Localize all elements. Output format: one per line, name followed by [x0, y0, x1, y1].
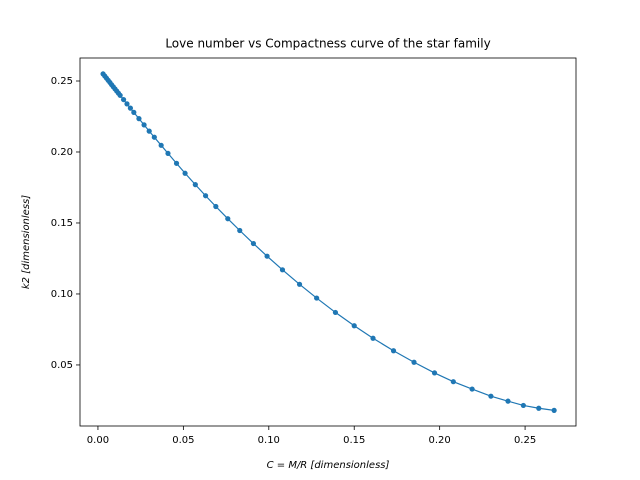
data-point — [505, 398, 511, 404]
data-point — [314, 295, 320, 301]
data-point — [370, 335, 376, 341]
x-axis-label: C = M/R [dimensionless] — [267, 460, 390, 471]
y-tick-label: 0.05 — [51, 360, 73, 371]
data-point — [202, 193, 209, 199]
data-point — [213, 203, 219, 210]
data-point — [120, 96, 127, 103]
data-point — [536, 405, 542, 411]
data-point — [469, 386, 475, 392]
data-point — [250, 240, 257, 247]
data-point — [117, 92, 123, 98]
data-point — [146, 128, 152, 134]
data-point — [124, 101, 130, 107]
data-point — [279, 267, 286, 273]
data-point — [488, 393, 494, 399]
y-tick-label: 0.15 — [51, 218, 73, 229]
data-point — [411, 359, 417, 365]
x-tick-label: 0.05 — [172, 435, 194, 446]
data-point — [450, 379, 456, 385]
data-point — [136, 116, 142, 122]
data-point — [151, 134, 157, 140]
y-axis-label: k2 [dimensionless] — [21, 195, 32, 289]
data-point — [165, 150, 171, 157]
data-point — [182, 170, 188, 176]
data-point — [431, 370, 438, 376]
y-tick-label: 0.20 — [51, 147, 73, 158]
data-point — [131, 109, 137, 115]
data-point — [296, 281, 303, 287]
y-tick-label: 0.25 — [51, 76, 73, 87]
data-point — [173, 160, 180, 166]
data-point — [158, 142, 164, 148]
x-tick-label: 0.25 — [514, 435, 536, 446]
y-tick-label: 0.10 — [51, 289, 73, 300]
data-point — [351, 323, 357, 329]
data-point — [237, 227, 243, 234]
data-point — [520, 402, 526, 409]
data-point — [551, 407, 557, 413]
data-point — [332, 309, 339, 316]
data-point — [225, 216, 231, 222]
data-point — [127, 105, 134, 111]
x-tick-label: 0.10 — [258, 435, 280, 446]
data-point — [141, 122, 147, 128]
data-point — [264, 253, 270, 259]
x-tick-label: 0.00 — [87, 435, 109, 446]
data-point — [192, 182, 198, 188]
data-point — [390, 348, 397, 354]
chart-title: Love number vs Compactness curve of the … — [165, 37, 490, 51]
x-tick-label: 0.20 — [429, 435, 451, 446]
plot-frame — [79, 57, 577, 427]
x-tick-label: 0.15 — [343, 435, 365, 446]
